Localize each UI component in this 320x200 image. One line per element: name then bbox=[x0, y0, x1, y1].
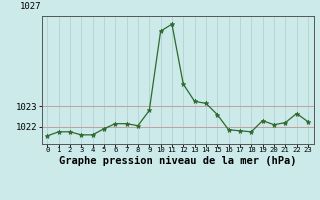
X-axis label: Graphe pression niveau de la mer (hPa): Graphe pression niveau de la mer (hPa) bbox=[59, 156, 296, 166]
Text: 1027: 1027 bbox=[20, 2, 41, 11]
